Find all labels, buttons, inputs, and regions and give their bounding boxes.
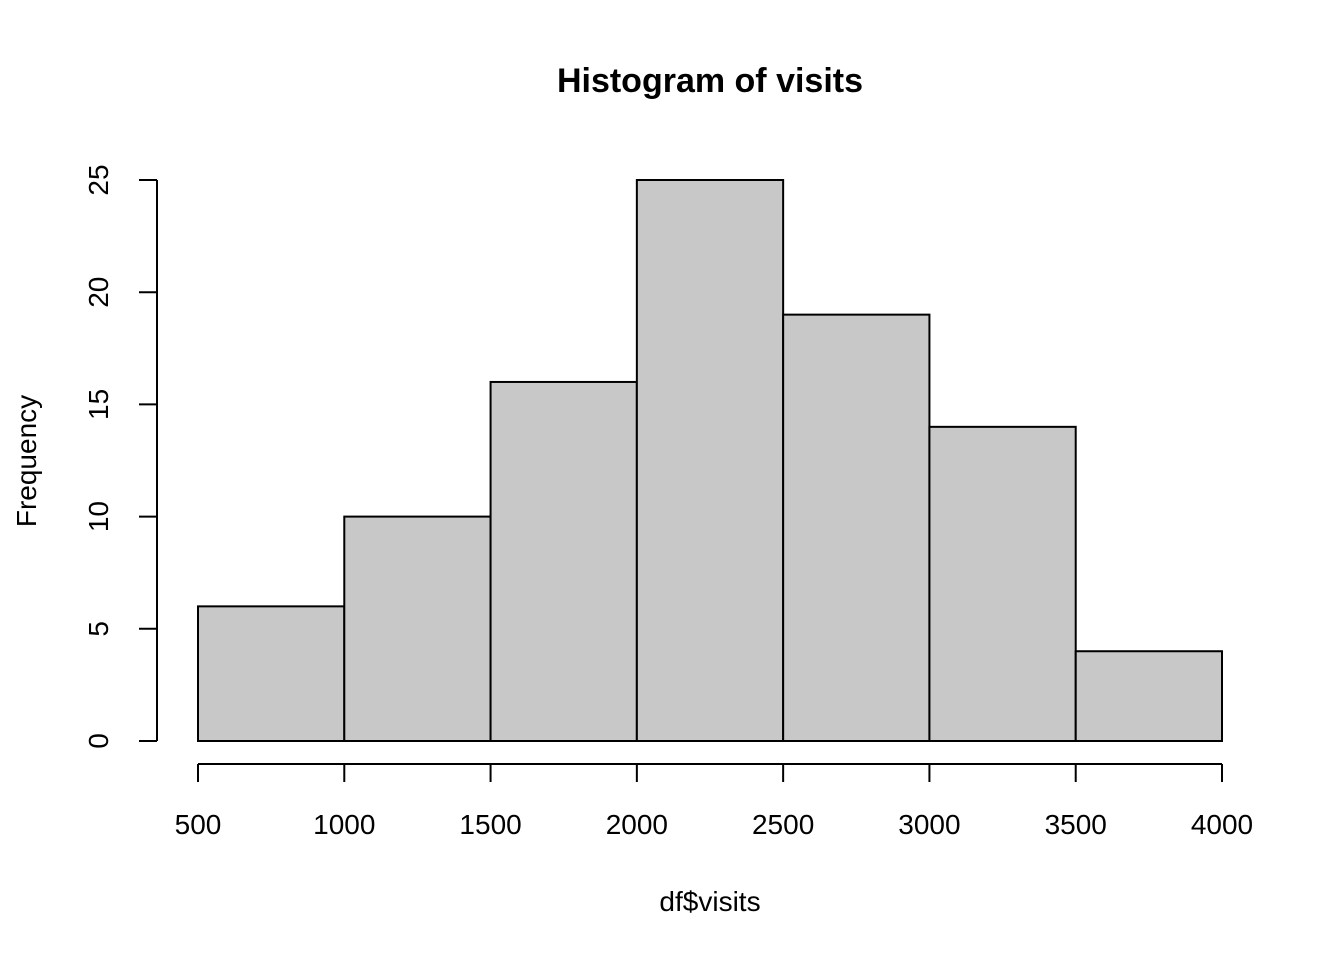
histogram-bar-1 [197,605,346,742]
histogram-bar-2 [343,515,492,742]
y-tick-label: 5 [83,621,114,637]
y-tick-label: 25 [83,164,114,195]
histogram-bar-5 [782,313,931,742]
x-tick-label: 500 [175,809,222,840]
histogram-bar-4 [635,179,785,742]
bars-group [197,179,1223,742]
x-tick-label: 4000 [1191,809,1253,840]
y-axis: 0 5 10 15 20 25 [83,164,158,749]
x-tick-label: 3000 [898,809,960,840]
y-tick-label: 20 [83,277,114,308]
x-tick-label: 2500 [752,809,814,840]
x-tick-label: 2000 [606,809,668,840]
x-axis-label: df$visits [659,886,760,917]
x-axis: 500 1000 1500 2000 2500 3000 3500 4000 [175,763,1253,840]
y-axis-label: Frequency [11,395,42,527]
y-tick-label: 0 [83,733,114,749]
histogram-bar-3 [489,380,638,742]
chart-title: Histogram of visits [557,62,863,100]
x-tick-label: 1000 [313,809,375,840]
histogram-bar-7 [1074,650,1223,742]
x-tick-label: 1500 [459,809,521,840]
histogram-bar-6 [928,425,1077,742]
y-tick-label: 15 [83,389,114,420]
x-tick-label: 3500 [1045,809,1107,840]
y-tick-label: 10 [83,501,114,532]
